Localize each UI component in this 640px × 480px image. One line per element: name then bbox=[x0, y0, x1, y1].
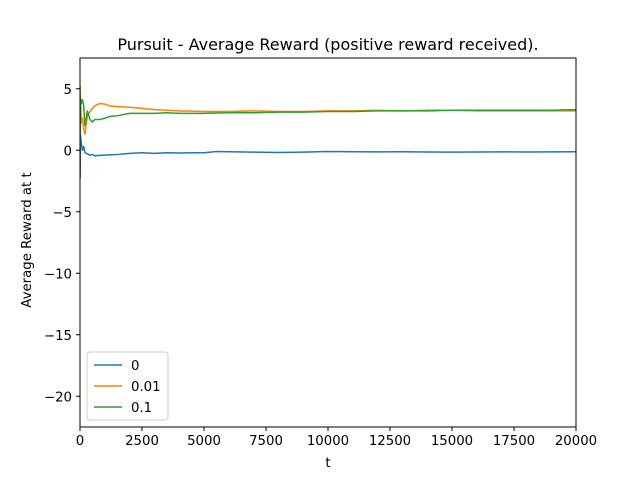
legend: 0 0.01 0.1 bbox=[86, 351, 169, 421]
x-tick-label: 15000 bbox=[431, 434, 473, 449]
y-tick-label: 0 bbox=[64, 144, 72, 159]
legend-label: 0 bbox=[131, 359, 139, 374]
y-tick-label: −20 bbox=[44, 390, 72, 405]
y-tick-label: −10 bbox=[44, 267, 72, 282]
legend-box bbox=[86, 351, 169, 421]
legend-label: 0.01 bbox=[131, 380, 161, 395]
series-line-2 bbox=[80, 97, 576, 179]
legend-label: 0.1 bbox=[131, 401, 152, 416]
x-tick-label: 12500 bbox=[369, 434, 411, 449]
y-tick-label: 5 bbox=[64, 83, 72, 98]
plot-area bbox=[80, 85, 576, 179]
chart-title: Pursuit - Average Reward (positive rewar… bbox=[117, 35, 538, 54]
x-tick-label: 7500 bbox=[249, 434, 283, 449]
x-tick-label: 20000 bbox=[555, 434, 597, 449]
x-tick-label: 10000 bbox=[307, 434, 349, 449]
x-tick-label: 0 bbox=[76, 434, 84, 449]
x-axis: 0 2500 5000 7500 10000 12500 15000 17500 20000 bbox=[76, 427, 597, 449]
x-axis-label: t bbox=[325, 456, 330, 471]
y-axis-label: Average Reward at t bbox=[20, 172, 35, 307]
axes-frame bbox=[79, 57, 577, 428]
x-tick-label: 17500 bbox=[493, 434, 535, 449]
y-tick-label: −5 bbox=[52, 206, 72, 221]
x-tick-label: 5000 bbox=[187, 434, 221, 449]
y-tick-label: −15 bbox=[44, 329, 72, 344]
series-line-0 bbox=[80, 134, 576, 179]
x-tick-label: 2500 bbox=[125, 434, 159, 449]
y-axis: −20 −15 −10 −5 0 5 bbox=[44, 83, 80, 405]
